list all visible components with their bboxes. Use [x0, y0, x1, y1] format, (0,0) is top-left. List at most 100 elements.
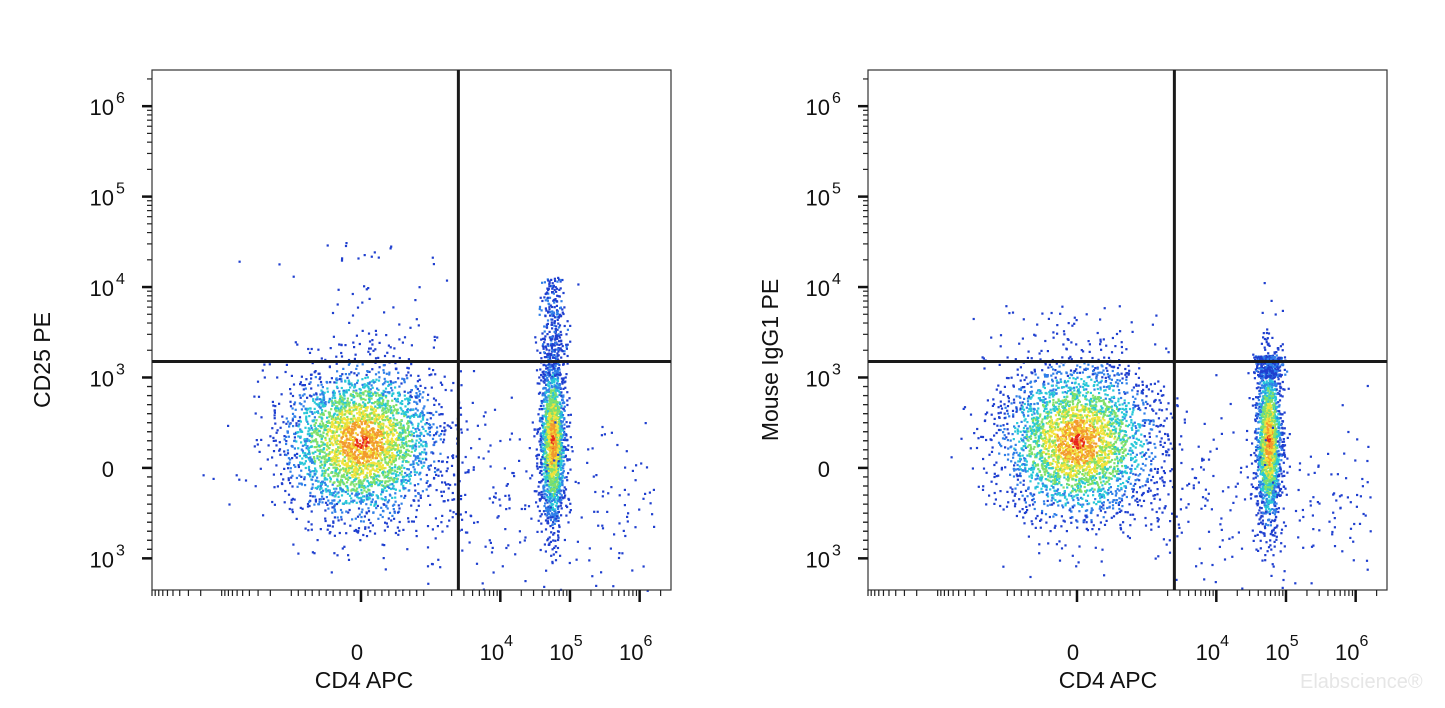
event-dot: [422, 407, 425, 410]
event-dot: [334, 471, 337, 475]
event-dot: [538, 382, 541, 385]
event-dot: [350, 492, 354, 495]
event-dot: [285, 417, 288, 420]
event-dot: [348, 407, 351, 410]
event-dot: [331, 431, 335, 434]
event-dot: [546, 390, 549, 394]
event-dot: [350, 417, 353, 420]
event-dot: [326, 416, 329, 419]
event-dot: [360, 511, 363, 514]
event-dot: [336, 370, 339, 373]
event-dot: [542, 380, 545, 383]
event-dot: [450, 389, 453, 392]
event-dot: [449, 483, 452, 487]
event-dot: [394, 423, 397, 426]
event-dot: [432, 346, 435, 349]
event-dot: [460, 494, 463, 498]
event-dot: [400, 412, 403, 415]
event-dot: [301, 394, 304, 397]
event-dot: [362, 411, 365, 414]
event-dot: [562, 464, 565, 467]
event-dot: [539, 481, 542, 484]
event-dot: [428, 427, 431, 430]
event-dot: [360, 484, 363, 487]
event-dot: [417, 504, 420, 507]
event-dot: [548, 404, 551, 407]
event-dot: [562, 434, 565, 437]
event-dot: [330, 502, 333, 505]
event-dot: [335, 362, 338, 365]
event-dot: [405, 449, 408, 452]
event-dot: [552, 503, 555, 506]
event-dot: [569, 436, 572, 439]
event-dot: [399, 424, 402, 427]
event-dot: [472, 466, 475, 469]
event-dot: [407, 367, 410, 370]
event-dot: [338, 403, 341, 406]
event-dot: [379, 445, 382, 449]
event-dot: [443, 433, 446, 436]
event-dot: [559, 472, 563, 475]
event-dot: [366, 382, 369, 385]
event-dot: [324, 404, 327, 408]
event-dot: [386, 351, 389, 354]
event-dot: [403, 452, 406, 455]
event-dot: [341, 410, 344, 413]
event-dot: [535, 465, 539, 468]
event-dot: [390, 519, 393, 522]
event-dot: [543, 497, 546, 500]
event-dot: [378, 468, 381, 472]
event-dot: [335, 430, 338, 433]
event-dot: [551, 371, 554, 374]
event-dot: [567, 521, 570, 524]
event-dot: [564, 386, 567, 389]
event-dot: [386, 415, 389, 418]
event-dot: [553, 409, 556, 412]
event-dot: [298, 402, 301, 405]
event-dot: [300, 403, 303, 406]
event-dot: [407, 371, 410, 374]
event-dot: [351, 446, 354, 449]
event-dot: [437, 474, 440, 477]
event-dot: [410, 520, 414, 523]
event-dot: [441, 474, 444, 477]
event-dot: [566, 403, 569, 407]
event-dot: [421, 466, 424, 469]
event-dot: [371, 343, 374, 346]
event-dot: [550, 531, 553, 534]
event-dot: [396, 397, 399, 400]
event-dot: [566, 399, 569, 402]
event-dot: [304, 456, 307, 459]
event-dot: [330, 400, 333, 403]
event-dot: [470, 447, 473, 450]
event-dot: [547, 439, 550, 442]
event-dot: [539, 445, 543, 449]
event-dot: [403, 496, 406, 499]
event-dot: [286, 449, 289, 452]
event-dot: [340, 405, 343, 408]
event-dot: [339, 452, 342, 455]
event-dot: [390, 476, 393, 479]
event-dot: [549, 525, 552, 528]
event-dot: [365, 394, 368, 397]
event-dot: [377, 422, 380, 426]
event-dot: [281, 482, 284, 486]
event-dot: [394, 424, 397, 428]
event-dot: [318, 415, 321, 419]
event-dot: [391, 439, 395, 443]
event-dot: [324, 436, 327, 439]
event-dot: [441, 413, 444, 416]
event-dot: [426, 525, 430, 528]
event-dot: [364, 406, 367, 410]
event-dot: [278, 449, 281, 452]
event-dot: [547, 472, 550, 475]
event-dot: [551, 337, 554, 340]
event-dot: [348, 383, 351, 386]
event-dot: [289, 400, 292, 403]
event-dot: [300, 448, 303, 451]
event-dot: [332, 520, 335, 523]
event-dot: [313, 407, 316, 410]
event-dot: [327, 419, 330, 422]
event-dot: [536, 505, 540, 508]
